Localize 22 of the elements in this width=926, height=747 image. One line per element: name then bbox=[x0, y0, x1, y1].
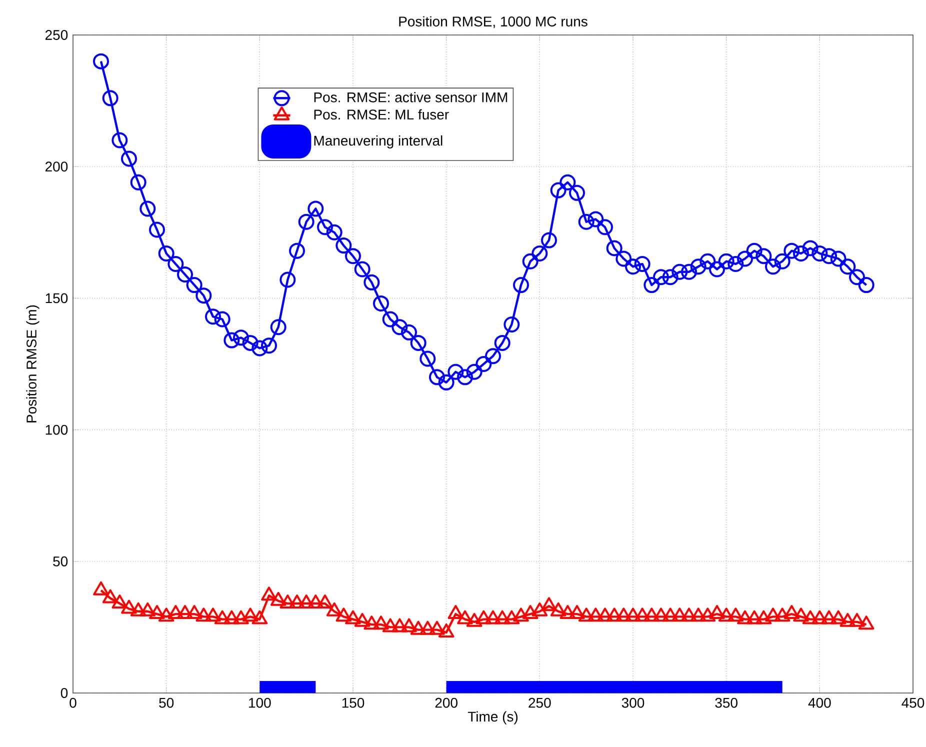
x-axis-title: Time (s) bbox=[468, 711, 518, 724]
x-tick-label: 50 bbox=[159, 698, 174, 708]
x-tick-label: 450 bbox=[902, 698, 924, 708]
y-tick-label: 100 bbox=[46, 424, 68, 435]
y-tick-label: 150 bbox=[46, 293, 68, 304]
legend-label: Maneuvering interval bbox=[314, 135, 442, 148]
y-axis-title: Position RMSE (m) bbox=[26, 305, 40, 422]
y-tick-label: 50 bbox=[53, 556, 68, 566]
y-tick-label: 200 bbox=[45, 162, 68, 172]
legend-label: Pos. RMSE: ML fuser bbox=[314, 109, 449, 120]
x-tick-label: 0 bbox=[70, 698, 76, 708]
x-tick-label: 250 bbox=[528, 698, 551, 708]
x-tick-label: 150 bbox=[342, 698, 364, 708]
x-tick-label: 200 bbox=[435, 698, 458, 708]
x-tick-label: 300 bbox=[622, 698, 644, 708]
chart-title: Position RMSE, 1000 MC runs bbox=[399, 16, 588, 28]
x-tick-label: 350 bbox=[715, 698, 738, 708]
y-tick-label: 250 bbox=[45, 30, 68, 40]
y-tick-label: 0 bbox=[60, 688, 68, 698]
x-tick-label: 100 bbox=[249, 698, 271, 708]
x-tick-label: 400 bbox=[808, 698, 831, 708]
legend-label: Pos. RMSE: active sensor IMM bbox=[314, 92, 508, 102]
